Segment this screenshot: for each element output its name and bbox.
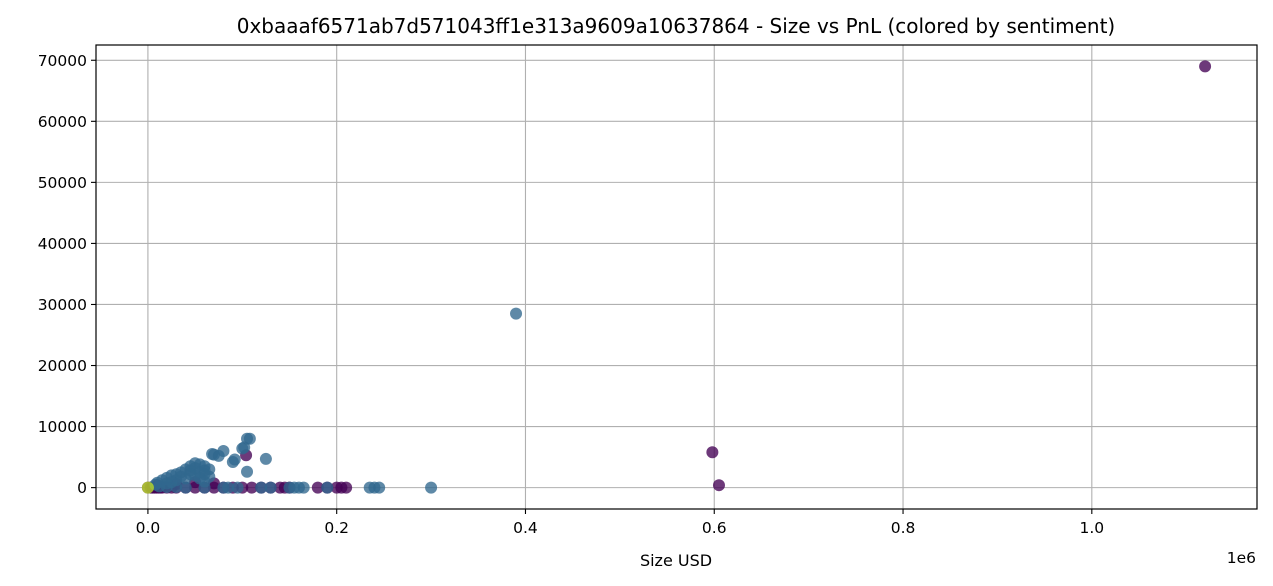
data-point-blue xyxy=(160,481,173,494)
y-tick-label: 20000 xyxy=(38,357,87,375)
data-point-blue xyxy=(321,481,334,494)
data-point-purple xyxy=(311,481,324,494)
data-point-blue xyxy=(231,481,244,494)
data-point-purple xyxy=(245,481,258,494)
y-tick-label: 0 xyxy=(77,479,87,497)
data-point-blue xyxy=(206,448,219,461)
y-tick-label: 60000 xyxy=(38,113,87,131)
y-tick-label: 10000 xyxy=(38,418,87,436)
y-tick-label: 50000 xyxy=(38,174,87,192)
axis-ticks: 0.0 0.2 0.4 0.6 0.8 1.0 0 10000 20000 30000 40000 5… xyxy=(38,52,1104,537)
data-point-blue xyxy=(184,468,197,481)
data-point-purple xyxy=(1199,60,1212,73)
x-tick-label: 0.0 xyxy=(136,519,161,537)
x-tick-label: 1.0 xyxy=(1079,519,1104,537)
data-point-blue xyxy=(174,470,187,483)
data-point-purple xyxy=(340,481,353,494)
y-tick-label: 40000 xyxy=(38,235,87,253)
x-axis-offset-label: 1e6 xyxy=(1227,549,1256,567)
data-point-purple xyxy=(712,479,725,492)
data-point-blue xyxy=(264,481,277,494)
y-tick-label: 70000 xyxy=(38,52,87,70)
data-points xyxy=(141,60,1212,494)
x-tick-label: 0.4 xyxy=(513,519,538,537)
data-point-blue xyxy=(198,481,211,494)
data-point-blue xyxy=(363,481,376,494)
data-point-blue xyxy=(170,481,183,494)
data-point-blue xyxy=(241,465,254,478)
data-point-blue xyxy=(283,481,296,494)
y-tick-label: 30000 xyxy=(38,296,87,314)
data-point-blue xyxy=(222,481,235,494)
plot-frame xyxy=(95,44,1258,510)
data-point-blue xyxy=(425,481,438,494)
data-point-blue xyxy=(228,453,241,466)
data-point-yellow xyxy=(141,481,154,494)
chart-title: 0xbaaaf6571ab7d571043ff1e313a9609a106378… xyxy=(237,14,1115,38)
data-point-blue xyxy=(243,432,256,445)
x-tick-label: 0.2 xyxy=(324,519,349,537)
x-tick-label: 0.8 xyxy=(891,519,916,537)
data-point-blue xyxy=(238,441,251,454)
data-point-blue xyxy=(255,481,268,494)
data-point-blue xyxy=(510,307,523,320)
grid-lines xyxy=(96,45,1257,509)
x-tick-label: 0.6 xyxy=(702,519,727,537)
data-point-blue xyxy=(179,481,192,494)
data-point-blue xyxy=(259,452,272,465)
data-point-purple xyxy=(706,446,719,459)
x-axis-label: Size USD xyxy=(640,551,712,570)
